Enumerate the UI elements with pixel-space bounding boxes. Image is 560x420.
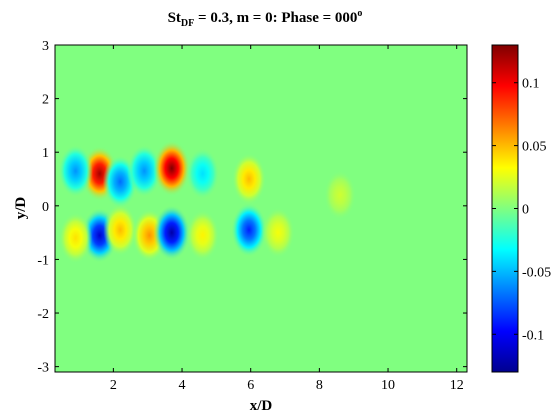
colorbar-tick-label: -0.05 xyxy=(522,265,551,280)
y-tick-label: -1 xyxy=(37,253,49,268)
y-tick-label: 2 xyxy=(42,93,49,108)
heatmap-blob xyxy=(232,153,266,205)
y-tick-label: 3 xyxy=(42,39,49,54)
y-tick-label: -3 xyxy=(37,361,49,376)
colorbar-tick-label: 0 xyxy=(522,203,529,218)
x-tick-label: 10 xyxy=(381,378,395,393)
y-tick-label: 1 xyxy=(42,146,49,161)
y-axis-label: y/D xyxy=(13,197,29,220)
heatmap-blob xyxy=(103,204,137,256)
heatmap-blob xyxy=(262,208,295,258)
y-tick-label: 0 xyxy=(42,200,49,215)
x-tick-label: 4 xyxy=(179,378,186,393)
x-tick-label: 2 xyxy=(110,378,117,393)
heatmap-blob xyxy=(324,170,356,219)
x-tick-label: 6 xyxy=(247,378,254,393)
heatmap-blob xyxy=(186,148,219,199)
y-tick-label: -2 xyxy=(37,307,49,322)
x-axis-label: x/D xyxy=(250,398,273,414)
heatmap-blob xyxy=(231,203,267,257)
heatmap-blob xyxy=(186,210,219,261)
colorbar-tick-label: 0.05 xyxy=(522,140,547,155)
heatmap-blob xyxy=(58,145,92,197)
x-tick-label: 8 xyxy=(316,378,323,393)
heatmap-blob xyxy=(59,212,92,263)
colorbar-tick-label: -0.1 xyxy=(522,328,544,343)
heatmap-blob xyxy=(153,205,190,260)
colorbar-tick-label: 0.1 xyxy=(522,77,540,92)
x-tick-label: 12 xyxy=(450,378,464,393)
heatmap-blob xyxy=(153,140,190,196)
